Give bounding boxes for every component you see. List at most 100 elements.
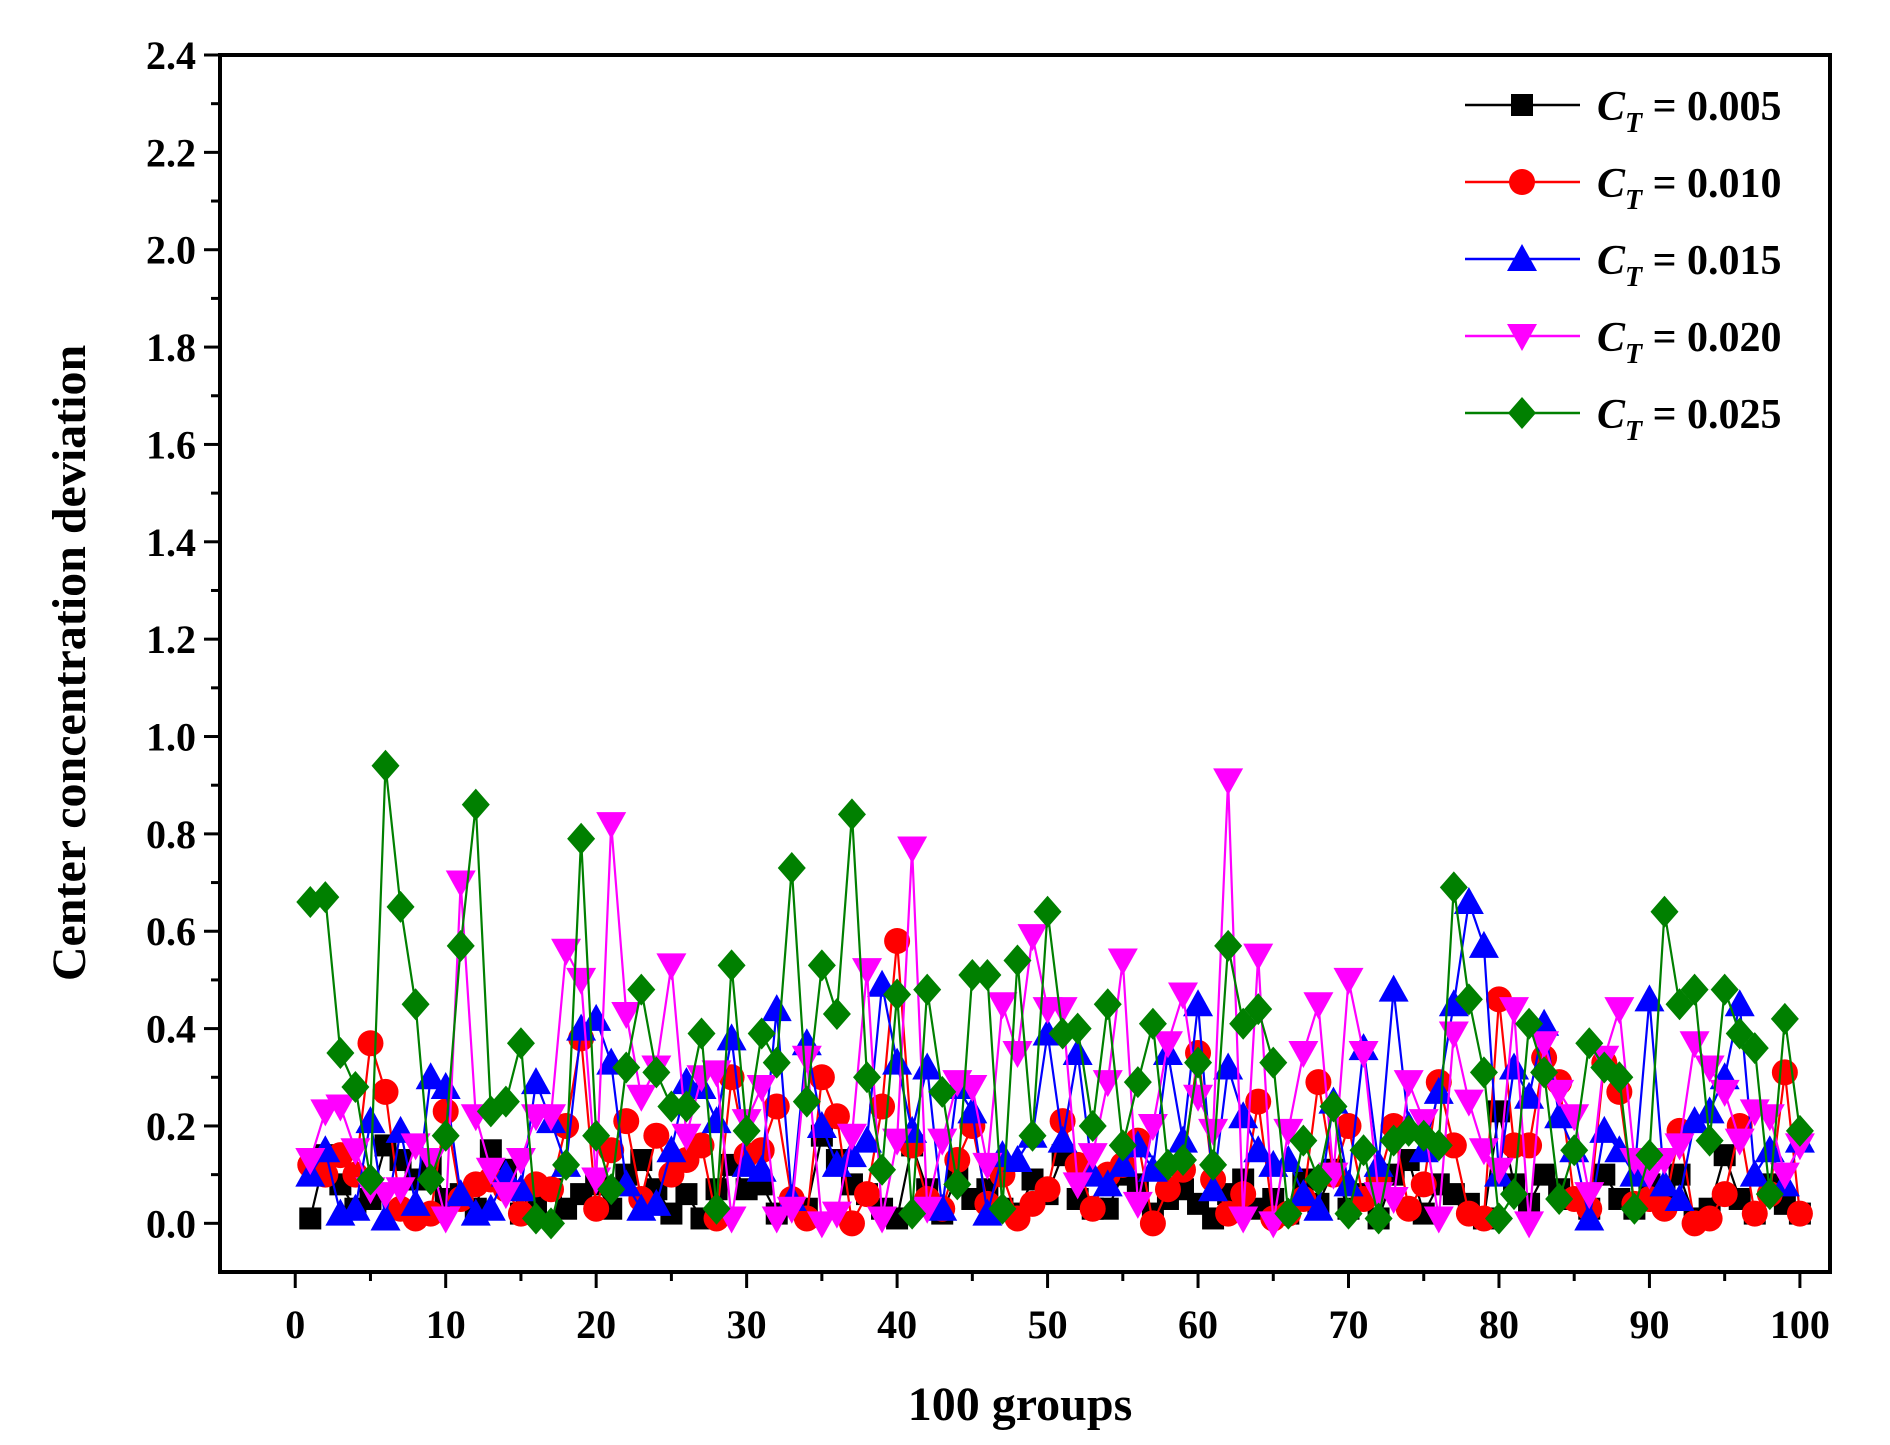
data-point — [551, 938, 582, 966]
data-point — [1303, 992, 1334, 1020]
data-point — [490, 1159, 521, 1187]
data-point — [1214, 929, 1243, 962]
data-point — [1453, 1089, 1484, 1117]
y-tick-label: 1.0 — [146, 715, 196, 760]
data-point — [1438, 1021, 1469, 1049]
data-point — [566, 1013, 597, 1041]
y-tick-label: 2.4 — [146, 33, 196, 78]
data-point — [1634, 1162, 1665, 1190]
data-point — [1228, 1206, 1259, 1234]
data-point — [1499, 997, 1530, 1025]
data-point — [386, 890, 415, 923]
x-tick-label: 0 — [285, 1302, 305, 1347]
data-point — [1544, 1101, 1575, 1129]
legend-marker — [1507, 324, 1537, 351]
series-4 — [295, 768, 1815, 1239]
data-point — [1063, 1012, 1092, 1045]
data-point — [1679, 1031, 1710, 1059]
legend-entry-1: CT = 0.005 — [1465, 84, 1782, 139]
data-point — [1453, 887, 1484, 915]
data-point — [325, 1094, 356, 1122]
data-point — [582, 1119, 611, 1152]
data-point — [1560, 1134, 1589, 1167]
data-point — [1680, 973, 1709, 1006]
data-point — [836, 1123, 867, 1151]
data-point — [1078, 1109, 1107, 1142]
data-point — [372, 1078, 399, 1105]
data-point — [1303, 1193, 1334, 1221]
data-point — [370, 1203, 401, 1231]
axis-ticks: 0 10 20 30 40 50 60 70 80 90 100 0.0 0.2 0.4 0.6 0.8 1.0… — [146, 33, 1830, 1347]
data-point — [806, 1211, 837, 1239]
data-point — [1333, 1169, 1364, 1197]
data-point — [311, 881, 340, 914]
data-point — [913, 973, 942, 1006]
data-point — [701, 1060, 732, 1088]
data-point — [1288, 1179, 1319, 1207]
data-point — [1754, 1135, 1785, 1163]
data-point — [505, 1148, 536, 1176]
series-line — [309, 901, 1801, 1219]
data-point — [1062, 1037, 1093, 1065]
data-point — [1439, 871, 1468, 904]
data-point — [821, 1201, 852, 1229]
x-tick-label: 100 — [1770, 1302, 1830, 1347]
data-point — [1470, 1205, 1497, 1232]
data-point — [1710, 973, 1739, 1006]
x-tick-label: 40 — [877, 1302, 917, 1347]
data-point — [1304, 1163, 1333, 1196]
x-tick-label: 20 — [576, 1302, 616, 1347]
data-point — [536, 1104, 567, 1132]
data-point — [430, 1206, 461, 1234]
legend-entry-2: CT = 0.010 — [1465, 161, 1782, 216]
y-tick-label: 0.0 — [146, 1201, 196, 1246]
data-point — [1273, 1118, 1304, 1146]
data-point — [1228, 1101, 1259, 1129]
data-point — [475, 1157, 506, 1185]
legend-label: CT = 0.020 — [1597, 315, 1782, 370]
data-point — [1244, 993, 1273, 1026]
data-point — [1062, 1172, 1093, 1200]
data-point — [1664, 1183, 1695, 1211]
data-point — [1574, 1203, 1605, 1231]
legend-marker — [1507, 244, 1537, 271]
data-point — [1123, 1066, 1152, 1099]
data-point — [1199, 1148, 1228, 1181]
data-point — [1468, 930, 1499, 958]
legend-label: CT = 0.025 — [1597, 392, 1782, 447]
data-point — [1500, 1178, 1529, 1211]
data-point — [1243, 943, 1274, 971]
data-point — [823, 1103, 850, 1130]
data-point — [1213, 768, 1244, 796]
data-point — [567, 822, 596, 855]
data-point — [1139, 1210, 1166, 1237]
data-point — [1349, 1134, 1378, 1167]
data-point — [1018, 1119, 1047, 1152]
data-point — [1184, 1046, 1213, 1079]
data-point — [1620, 1192, 1649, 1225]
data-point — [657, 1090, 686, 1123]
data-point — [1424, 1129, 1453, 1162]
data-point — [1167, 1125, 1198, 1153]
y-axis-title: Center concentration deviation — [43, 345, 96, 981]
x-tick-label: 70 — [1329, 1302, 1369, 1347]
data-point — [656, 953, 687, 981]
data-point — [1785, 1114, 1814, 1147]
y-tick-label: 0.4 — [146, 1007, 196, 1052]
x-tick-label: 90 — [1629, 1302, 1669, 1347]
data-point — [326, 1036, 355, 1069]
data-point — [1484, 1202, 1513, 1235]
data-point — [747, 1017, 776, 1050]
data-point — [1167, 982, 1198, 1010]
data-point — [853, 1061, 882, 1094]
data-point — [884, 927, 911, 954]
data-point — [371, 749, 400, 782]
data-point — [1364, 1202, 1393, 1235]
data-point — [1034, 1176, 1061, 1203]
data-point — [520, 1067, 551, 1095]
y-tick-label: 1.2 — [146, 617, 196, 662]
series-group — [295, 749, 1815, 1240]
data-point — [1696, 1205, 1723, 1232]
data-point — [944, 1147, 971, 1174]
